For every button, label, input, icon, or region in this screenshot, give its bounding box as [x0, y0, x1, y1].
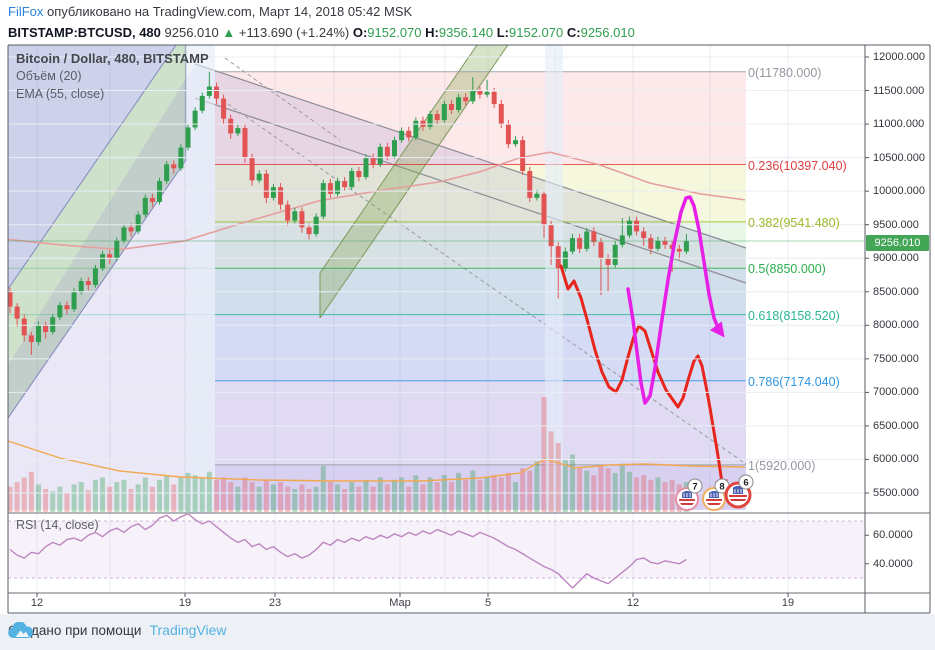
- price-tick: 11000.000: [873, 118, 925, 131]
- svg-text:7: 7: [692, 481, 697, 492]
- fib-level-label-1: 0.236(10397.040): [748, 158, 847, 173]
- time-tick-12: 12: [30, 597, 44, 609]
- chart-legend-ema[interactable]: EMA (55, close): [16, 87, 105, 101]
- fib-level-label-2: 0.382(9541.480): [748, 215, 840, 230]
- time-tick-5: 5: [484, 597, 492, 609]
- price-tick: 10500.000: [873, 151, 925, 164]
- price-tick: 10000.000: [873, 185, 925, 198]
- fib-level-label-5: 0.786(7174.040): [748, 374, 840, 389]
- low-label: L:: [496, 25, 510, 40]
- last-price-text: 9256.010: [164, 25, 219, 40]
- chart-legend-title[interactable]: Bitcoin / Dollar, 480, BITSTAMP: [16, 51, 209, 66]
- tradingview-brand-link[interactable]: TradingView: [149, 622, 227, 638]
- price-tick: 9500.000: [873, 218, 919, 231]
- symbol-name[interactable]: BITSTAMP:BTCUSD, 480: [8, 25, 161, 40]
- idea-marker-8[interactable]: 8: [702, 478, 730, 511]
- fib-level-label-6: 1(5920.000): [748, 458, 816, 473]
- open-label: O:: [352, 25, 368, 40]
- price-tick: 11500.000: [873, 84, 925, 97]
- price-tick: 8500.000: [873, 285, 919, 298]
- footer-text: Создано при помощи: [8, 622, 142, 638]
- low-value: 9152.070: [509, 25, 564, 40]
- author-link[interactable]: FilFox: [8, 4, 44, 19]
- price-tick: 12000.000: [873, 51, 925, 63]
- time-tick-19: 19: [178, 597, 192, 609]
- open-value: 9152.070: [367, 25, 422, 40]
- close-label: C:: [566, 25, 581, 40]
- fib-level-label-0: 0(11780.000): [748, 65, 822, 80]
- rsi-tick: 60.0000: [873, 529, 913, 542]
- price-tick: 8000.000: [873, 319, 919, 332]
- ohlc-strip: BITSTAMP:BTCUSD, 480 9256.010 ▲ +113.690…: [8, 25, 635, 40]
- rsi-legend[interactable]: RSI (14, close): [16, 518, 99, 532]
- idea-marker-6[interactable]: 6: [724, 474, 754, 509]
- price-tick: 9000.000: [873, 252, 919, 265]
- footer-bar: Создано при помощи TradingView: [0, 614, 935, 650]
- price-tick: 5500.000: [873, 487, 919, 499]
- close-value: 9256.010: [580, 25, 635, 40]
- high-value: 9356.140: [438, 25, 494, 40]
- high-label: H:: [425, 25, 439, 40]
- rsi-pane[interactable]: [8, 514, 864, 589]
- time-tick-12: 12: [626, 597, 640, 609]
- rsi-tick: 40.0000: [873, 557, 913, 570]
- chart-legend-volume[interactable]: Объём (20): [16, 69, 82, 83]
- price-tick: 7000.000: [873, 386, 919, 399]
- svg-text:6: 6: [743, 477, 748, 488]
- publish-text: опубликовано на TradingView.com, Март 14…: [43, 4, 413, 19]
- time-tick-23: 23: [268, 597, 282, 609]
- up-arrow-icon: ▲: [222, 25, 236, 40]
- idea-marker-7[interactable]: 7: [675, 478, 703, 511]
- tradingview-logo-icon[interactable]: [8, 622, 34, 640]
- price-tick: 6000.000: [873, 453, 919, 466]
- price-tick: 7500.000: [873, 352, 919, 365]
- last-price-badge: 9256.010: [866, 235, 929, 251]
- change-text: +113.690 (+1.24%): [238, 25, 350, 40]
- fib-level-label-4: 0.618(8158.520): [748, 308, 840, 323]
- fib-level-label-3: 0.5(8850.000): [748, 262, 826, 277]
- time-tick-Мар: Мар: [389, 597, 411, 609]
- time-tick-19: 19: [781, 597, 795, 609]
- publish-info: FilFox опубликовано на TradingView.com, …: [8, 4, 412, 19]
- price-tick: 6500.000: [873, 419, 919, 432]
- svg-text:8: 8: [719, 481, 724, 492]
